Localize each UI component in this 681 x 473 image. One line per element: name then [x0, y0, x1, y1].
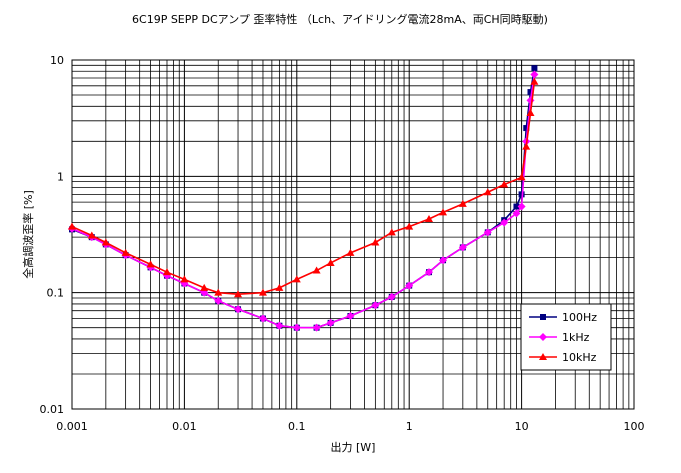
data-point-10khz [526, 109, 535, 117]
data-point-10khz [68, 222, 76, 230]
legend-marker-10khz [539, 353, 547, 360]
x-tick-label: 100 [624, 420, 645, 433]
y-tick-label: 0.1 [47, 287, 65, 300]
data-point-1khz [405, 281, 414, 290]
data-point-100hz [527, 89, 534, 96]
data-point-100hz [531, 65, 538, 72]
series-group [68, 65, 539, 332]
y-tick-label: 0.01 [40, 403, 65, 416]
data-point-10khz [326, 258, 335, 266]
series-10khz [68, 77, 539, 298]
data-point-1khz [258, 314, 267, 323]
plot-frame [71, 59, 635, 410]
data-point-100hz [523, 125, 530, 132]
data-point-1khz [214, 296, 223, 305]
y-tick-label: 1 [57, 170, 64, 183]
data-point-10khz [483, 188, 492, 196]
tick-labels: 0.001 0.01 0.1 1 10 100 0.01 0.1 1 10 [40, 54, 645, 433]
data-point-10khz [312, 266, 321, 274]
data-point-1khz [483, 228, 492, 237]
data-point-10khz [371, 238, 380, 246]
data-point-10khz [180, 275, 189, 283]
data-point-10khz [522, 142, 531, 150]
x-axis-title: 出力 [W] [331, 440, 376, 454]
data-point-10khz [121, 248, 130, 256]
data-point-1khz [387, 292, 396, 301]
legend-label-10khz: 10kHz [562, 351, 597, 364]
data-point-1khz [517, 202, 526, 211]
data-point-10khz [146, 260, 155, 268]
data-point-10khz [234, 290, 243, 298]
data-point-10khz [405, 222, 414, 230]
x-tick-label: 0.1 [288, 420, 306, 433]
y-tick-label: 10 [50, 54, 64, 67]
x-tick-label: 0.01 [172, 420, 197, 433]
data-point-10khz [387, 228, 396, 236]
data-point-1khz [424, 268, 433, 277]
data-point-1khz [326, 318, 335, 327]
series-line-1khz [71, 74, 536, 329]
series-line-100hz [71, 68, 536, 329]
legend-marker-1khz [539, 333, 547, 341]
legend-label-1khz: 1kHz [562, 331, 590, 344]
legend-label-100hz: 100Hz [562, 311, 597, 324]
data-point-10khz [439, 208, 448, 216]
chart-title: 6C19P SEPP DCアンプ 歪率特性 （Lch、アイドリング電流28mA、… [132, 12, 548, 26]
data-point-10khz [424, 214, 433, 222]
data-point-10khz [500, 180, 509, 188]
data-point-1khz [439, 256, 448, 265]
data-point-10khz [214, 288, 223, 296]
data-point-100hz [518, 191, 525, 198]
data-point-1khz [512, 209, 521, 218]
data-point-1khz [371, 301, 380, 310]
data-point-1khz [292, 323, 301, 332]
x-tick-label: 1 [406, 420, 413, 433]
data-point-1khz [234, 305, 243, 314]
series-100hz [69, 65, 538, 331]
legend-marker-100hz [540, 314, 546, 320]
data-point-10khz [517, 173, 526, 181]
legend: 100Hz 1kHz 10kHz [520, 303, 612, 371]
data-point-1khz [526, 96, 535, 105]
y-axis-title: 全高調波歪率 [%] [21, 190, 35, 279]
data-point-100hz [513, 203, 520, 210]
data-point-1khz [530, 70, 539, 79]
series-1khz [68, 70, 539, 332]
data-point-10khz [346, 248, 355, 256]
data-point-10khz [292, 275, 301, 283]
data-point-1khz [346, 312, 355, 321]
data-point-10khz [530, 77, 539, 85]
data-point-10khz [458, 199, 467, 207]
data-point-10khz [162, 268, 171, 276]
data-point-1khz [312, 323, 321, 332]
series-line-10khz [71, 81, 536, 296]
data-point-10khz [258, 288, 267, 296]
x-tick-label: 0.001 [56, 420, 88, 433]
data-point-10khz [275, 283, 284, 291]
data-point-10khz [200, 283, 209, 291]
x-tick-label: 10 [515, 420, 529, 433]
data-point-1khz [275, 321, 284, 330]
data-point-10khz [101, 238, 110, 246]
data-point-10khz [87, 231, 96, 239]
data-point-1khz [458, 243, 467, 252]
data-point-1khz [500, 218, 509, 227]
